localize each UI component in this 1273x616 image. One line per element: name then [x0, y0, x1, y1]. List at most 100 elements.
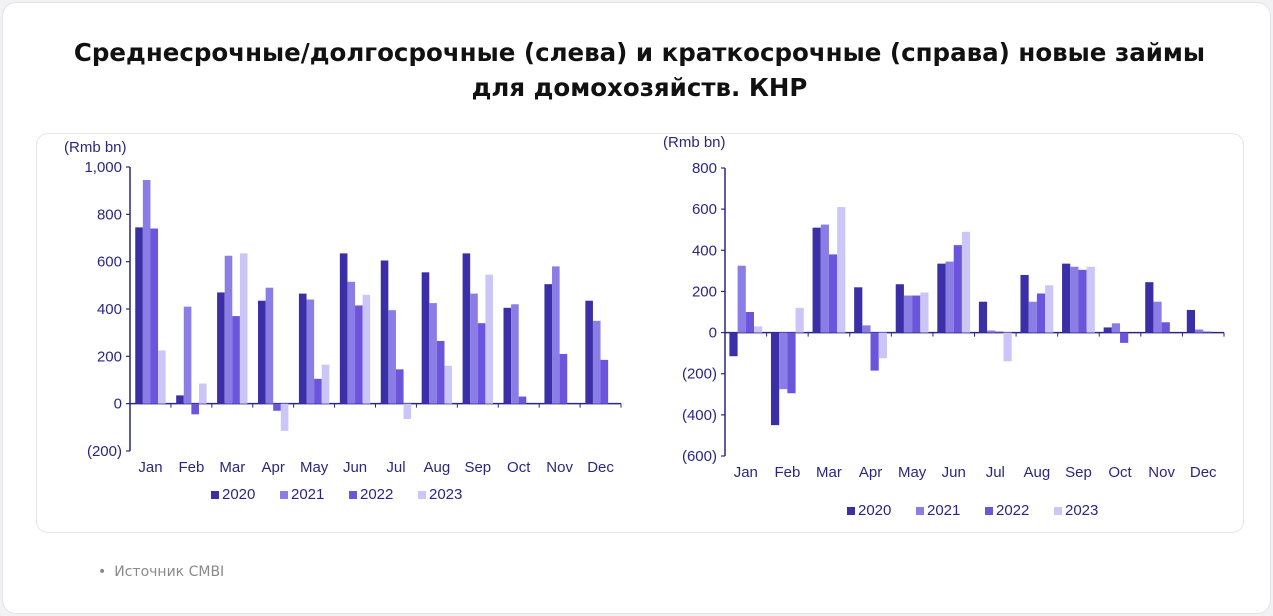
- left-chart: (Rmb bn) (200) 0 200 400 600 800 1,000 Jan Feb Mar…: [64, 139, 622, 503]
- x-tick-label: Sep: [1065, 464, 1092, 481]
- right-chart: (Rmb bn) (600) (400) (200) 0 200 400 600 800 Jan F…: [663, 134, 1225, 519]
- bar-2022-mar: [828, 254, 838, 333]
- x-tick-label: Jun: [942, 464, 966, 481]
- x-tick-label: Aug: [424, 459, 451, 476]
- bar-2022-mar: [232, 316, 240, 404]
- bar-2021-may: [903, 295, 913, 333]
- y-tick-label: (200): [87, 443, 122, 460]
- bar-2022-sep: [477, 323, 486, 404]
- bar-2020-mar: [217, 292, 225, 404]
- x-tick-label: Nov: [546, 459, 573, 476]
- source-note: • Источник CMBI: [98, 564, 224, 580]
- x-tick-label: May: [300, 459, 329, 476]
- bullet: •: [98, 564, 107, 580]
- x-tick-label: Aug: [1024, 464, 1051, 481]
- bar-2022-apr: [870, 332, 879, 371]
- legend-swatch-2023: [1054, 507, 1062, 515]
- page-title: Среднесрочные/долгосрочные (слева) и кра…: [73, 38, 1206, 102]
- x-tick-label: Mar: [816, 464, 842, 481]
- bar-2022-oct: [1120, 332, 1129, 343]
- bar-2021-jan: [142, 180, 151, 404]
- bar-2022-dec: [1203, 331, 1212, 333]
- bar-2023-may: [920, 292, 929, 333]
- x-tick-label: Jan: [734, 464, 758, 481]
- bar-2020-sep: [1062, 263, 1071, 333]
- bar-2020-mar: [812, 227, 821, 333]
- x-tick-label: Oct: [1108, 464, 1132, 481]
- bar-2020-may: [298, 293, 307, 404]
- legend-label-2022: 2022: [996, 502, 1029, 519]
- bar-2020-jan: [729, 332, 738, 357]
- bar-2023-may: [321, 364, 330, 404]
- bar-2020-nov: [1145, 282, 1154, 333]
- unit-label: (Rmb bn): [663, 134, 726, 151]
- legend-swatch-2020: [847, 507, 855, 515]
- x-tick-label: Apr: [262, 459, 285, 476]
- bar-2021-mar: [820, 224, 829, 333]
- bar-2020-feb: [176, 395, 184, 404]
- bar-2021-jun: [347, 281, 356, 404]
- y-tick-label: (400): [682, 407, 717, 424]
- bar-2023-jun: [961, 231, 971, 333]
- y-tick-label: 400: [97, 301, 122, 318]
- bar-2021-aug: [429, 303, 437, 404]
- bar-2021-mar: [224, 255, 233, 404]
- bar-2023-mar: [239, 253, 248, 404]
- bar-2022-may: [912, 295, 921, 333]
- legend-swatch-2021: [916, 507, 924, 515]
- unit-label: (Rmb bn): [64, 139, 127, 156]
- legend-label-2020: 2020: [222, 486, 255, 503]
- bar-2022-aug: [1036, 293, 1046, 333]
- x-tick-label: Jul: [986, 464, 1005, 481]
- y-tick-label: 0: [709, 325, 717, 342]
- bar-2021-feb: [183, 306, 192, 404]
- bar-2021-sep: [470, 293, 478, 404]
- bar-2023-jan: [753, 326, 763, 333]
- bar-2020-jun: [339, 253, 348, 404]
- y-tick-label: 0: [114, 396, 122, 413]
- y-tick-label: 800: [692, 160, 717, 177]
- legend-swatch-2022: [349, 491, 357, 499]
- source-text: Источник CMBI: [114, 564, 225, 580]
- legend-label-2020: 2020: [858, 502, 891, 519]
- bar-2021-oct: [511, 304, 519, 404]
- bar-2021-feb: [779, 332, 788, 390]
- bar-2022-aug: [436, 340, 445, 404]
- bar-2022-jan: [745, 312, 754, 333]
- bar-2021-may: [306, 299, 315, 404]
- bar-2022-nov: [559, 353, 568, 404]
- x-tick-label: Jun: [343, 459, 367, 476]
- bar-2020-nov: [544, 284, 553, 404]
- y-tick-label: 200: [97, 348, 122, 365]
- bar-2022-jul: [395, 369, 404, 404]
- legend-label-2023: 2023: [429, 486, 462, 503]
- bar-2023-aug: [1045, 285, 1054, 333]
- bar-2022-jun: [953, 245, 962, 333]
- legend-label-2023: 2023: [1065, 502, 1098, 519]
- legend-label-2021: 2021: [927, 502, 960, 519]
- bar-2023-jul: [403, 403, 412, 420]
- bar-2022-jun: [355, 305, 363, 404]
- legend-swatch-2020: [211, 491, 219, 499]
- bar-2021-oct: [1111, 323, 1121, 333]
- y-tick-label: (600): [682, 448, 717, 465]
- bar-2023-jan: [158, 350, 166, 404]
- bar-2021-jun: [945, 261, 954, 333]
- legend-label-2022: 2022: [360, 486, 393, 503]
- x-tick-label: Feb: [774, 464, 800, 481]
- x-tick-label: Jul: [386, 459, 405, 476]
- bar-2023-feb: [198, 383, 207, 404]
- bar-2022-dec: [600, 359, 609, 404]
- bar-2021-jul: [987, 330, 996, 333]
- bar-2020-dec: [585, 300, 593, 404]
- x-tick-label: Feb: [178, 459, 204, 476]
- bar-2021-aug: [1028, 301, 1037, 333]
- chart-panel: (Rmb bn) (200) 0 200 400 600 800 1,000 Jan Feb Mar…: [36, 133, 1244, 533]
- bar-2020-jul: [978, 301, 988, 333]
- bar-2023-sep: [1086, 266, 1095, 333]
- x-tick-label: Apr: [859, 464, 882, 481]
- legend-swatch-2021: [280, 491, 288, 499]
- bar-2022-feb: [191, 403, 199, 415]
- bar-2020-jul: [380, 260, 389, 404]
